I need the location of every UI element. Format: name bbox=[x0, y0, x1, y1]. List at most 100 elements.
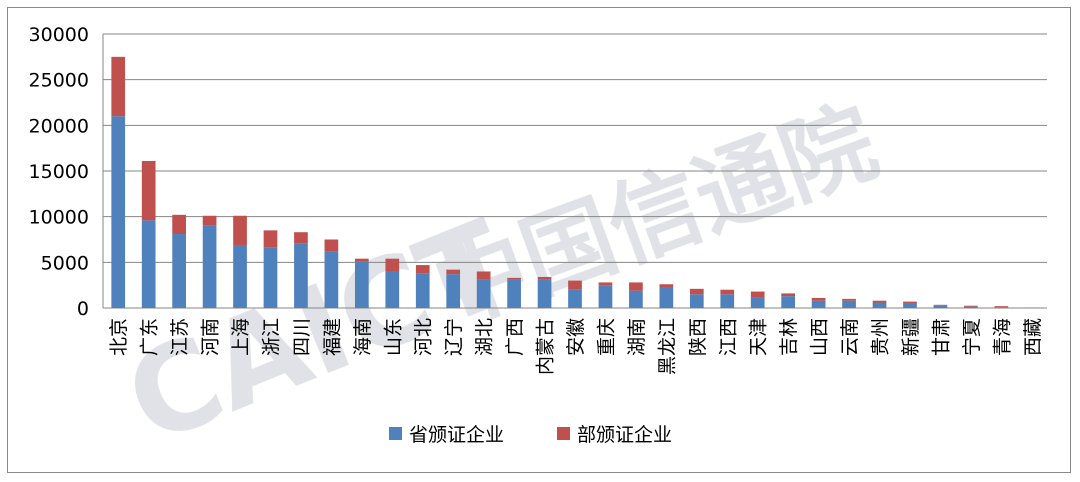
y-tick-label: 15000 bbox=[29, 161, 89, 183]
x-category-label: 山西 bbox=[809, 318, 831, 356]
bar-ministerial bbox=[872, 300, 887, 303]
bar-ministerial bbox=[842, 298, 856, 301]
bar-provincial bbox=[964, 306, 978, 308]
x-category-label: 江西 bbox=[717, 318, 739, 356]
bar-ministerial bbox=[933, 304, 948, 306]
bar-ministerial bbox=[141, 160, 156, 221]
bar-ministerial bbox=[172, 214, 186, 235]
bar-ministerial bbox=[507, 277, 521, 280]
bar-provincial bbox=[811, 300, 826, 308]
bar-ministerial bbox=[111, 56, 126, 117]
x-category-label: 天津 bbox=[748, 318, 770, 356]
bar-provincial bbox=[446, 274, 461, 308]
x-category-label: 宁夏 bbox=[961, 318, 983, 356]
bar-provincial bbox=[598, 285, 613, 308]
x-axis-labels: 北京 广东 江苏 河南 上海 浙江 四川 福建 海南 山东 河北 辽宁 湖北 广西 内蒙古 安徽 重庆 湖南 黑龙江… bbox=[108, 318, 1044, 375]
caict-watermark: CAICT 中国信通院 bbox=[109, 88, 890, 472]
bar-provincial bbox=[750, 297, 765, 308]
bar-provincial bbox=[415, 273, 430, 308]
bar-provincial bbox=[172, 234, 186, 308]
bars bbox=[111, 56, 1039, 308]
y-tick-label: 10000 bbox=[29, 207, 89, 229]
bar-ministerial bbox=[903, 301, 917, 304]
bar-provincial bbox=[659, 286, 674, 308]
bar-provincial bbox=[233, 244, 247, 308]
legend-swatch-ministerial bbox=[557, 427, 570, 440]
x-category-label: 广西 bbox=[504, 318, 526, 356]
x-category-label: 青海 bbox=[991, 318, 1013, 356]
bar-provincial bbox=[476, 279, 491, 308]
y-tick-label: 30000 bbox=[29, 24, 89, 46]
legend-label-ministerial: 部颁证企业 bbox=[577, 424, 672, 446]
x-category-label: 安徽 bbox=[565, 318, 587, 356]
bar-provincial bbox=[842, 300, 856, 308]
y-tick-label: 20000 bbox=[29, 115, 89, 137]
bar-provincial bbox=[903, 303, 917, 308]
x-category-label: 广东 bbox=[139, 318, 161, 356]
bar-provincial bbox=[689, 294, 704, 308]
bar-provincial bbox=[294, 243, 308, 308]
bar-provincial bbox=[507, 279, 521, 308]
bar-ministerial bbox=[781, 293, 796, 297]
bar-provincial bbox=[263, 247, 278, 308]
x-category-label: 内蒙古 bbox=[535, 318, 557, 375]
x-category-label: 湖北 bbox=[474, 318, 496, 356]
x-category-label: 湖南 bbox=[626, 318, 648, 356]
x-category-label: 黑龙江 bbox=[656, 318, 678, 375]
x-category-label: 四川 bbox=[291, 318, 313, 356]
bar-ministerial bbox=[446, 269, 461, 275]
bar-ministerial bbox=[811, 297, 826, 301]
x-category-label: 新疆 bbox=[900, 318, 922, 356]
bar-provincial bbox=[720, 294, 735, 308]
bar-ministerial bbox=[324, 239, 339, 252]
x-category-label: 重庆 bbox=[595, 318, 617, 356]
bar-ministerial bbox=[385, 258, 400, 272]
bar-provincial bbox=[568, 289, 582, 308]
gridlines bbox=[102, 33, 1047, 309]
x-category-label: 河北 bbox=[413, 318, 435, 356]
x-category-label: 山东 bbox=[382, 318, 404, 356]
bar-ministerial bbox=[598, 282, 613, 286]
bar-ministerial bbox=[689, 288, 704, 295]
bar-provincial bbox=[202, 225, 217, 308]
bar-provincial bbox=[354, 261, 369, 308]
y-tick-label: 25000 bbox=[29, 70, 89, 92]
x-category-label: 北京 bbox=[108, 318, 130, 356]
y-axis-ticks: 0 5000 10000 15000 20000 25000 30000 bbox=[29, 24, 89, 320]
bar-ministerial bbox=[537, 276, 552, 280]
x-category-label: 贵州 bbox=[870, 318, 892, 356]
bar-ministerial bbox=[994, 306, 1009, 308]
bar-ministerial bbox=[294, 232, 308, 244]
bar-provincial bbox=[933, 305, 948, 308]
x-category-label: 河南 bbox=[200, 318, 222, 356]
bar-provincial bbox=[629, 290, 643, 308]
bar-ministerial bbox=[415, 265, 430, 274]
bar-ministerial bbox=[202, 215, 217, 226]
bar-ministerial bbox=[568, 280, 582, 290]
legend-label-provincial: 省颁证企业 bbox=[409, 424, 504, 446]
bar-provincial bbox=[781, 296, 796, 308]
x-category-label: 江苏 bbox=[169, 318, 191, 356]
bar-ministerial bbox=[750, 291, 765, 298]
x-category-label: 海南 bbox=[352, 318, 374, 356]
bar-provincial bbox=[111, 116, 126, 308]
bar-provincial bbox=[385, 271, 400, 308]
bar-ministerial bbox=[964, 305, 978, 307]
bar-provincial bbox=[537, 279, 552, 308]
x-category-label: 云南 bbox=[839, 318, 861, 356]
bar-provincial bbox=[872, 302, 887, 308]
bar-ministerial bbox=[263, 230, 278, 248]
y-tick-label: 0 bbox=[77, 298, 89, 320]
x-category-label: 吉林 bbox=[778, 318, 800, 356]
bar-provincial bbox=[141, 220, 156, 308]
bar-ministerial bbox=[659, 284, 674, 287]
bar-ministerial bbox=[629, 282, 643, 291]
x-category-label: 浙江 bbox=[260, 318, 282, 356]
x-category-label: 辽宁 bbox=[443, 318, 465, 356]
x-category-label: 陕西 bbox=[687, 318, 709, 356]
bar-ministerial bbox=[476, 271, 491, 280]
x-category-label: 西藏 bbox=[1022, 318, 1044, 356]
x-category-label: 甘肃 bbox=[930, 318, 952, 356]
legend: 省颁证企业 部颁证企业 bbox=[389, 424, 672, 446]
